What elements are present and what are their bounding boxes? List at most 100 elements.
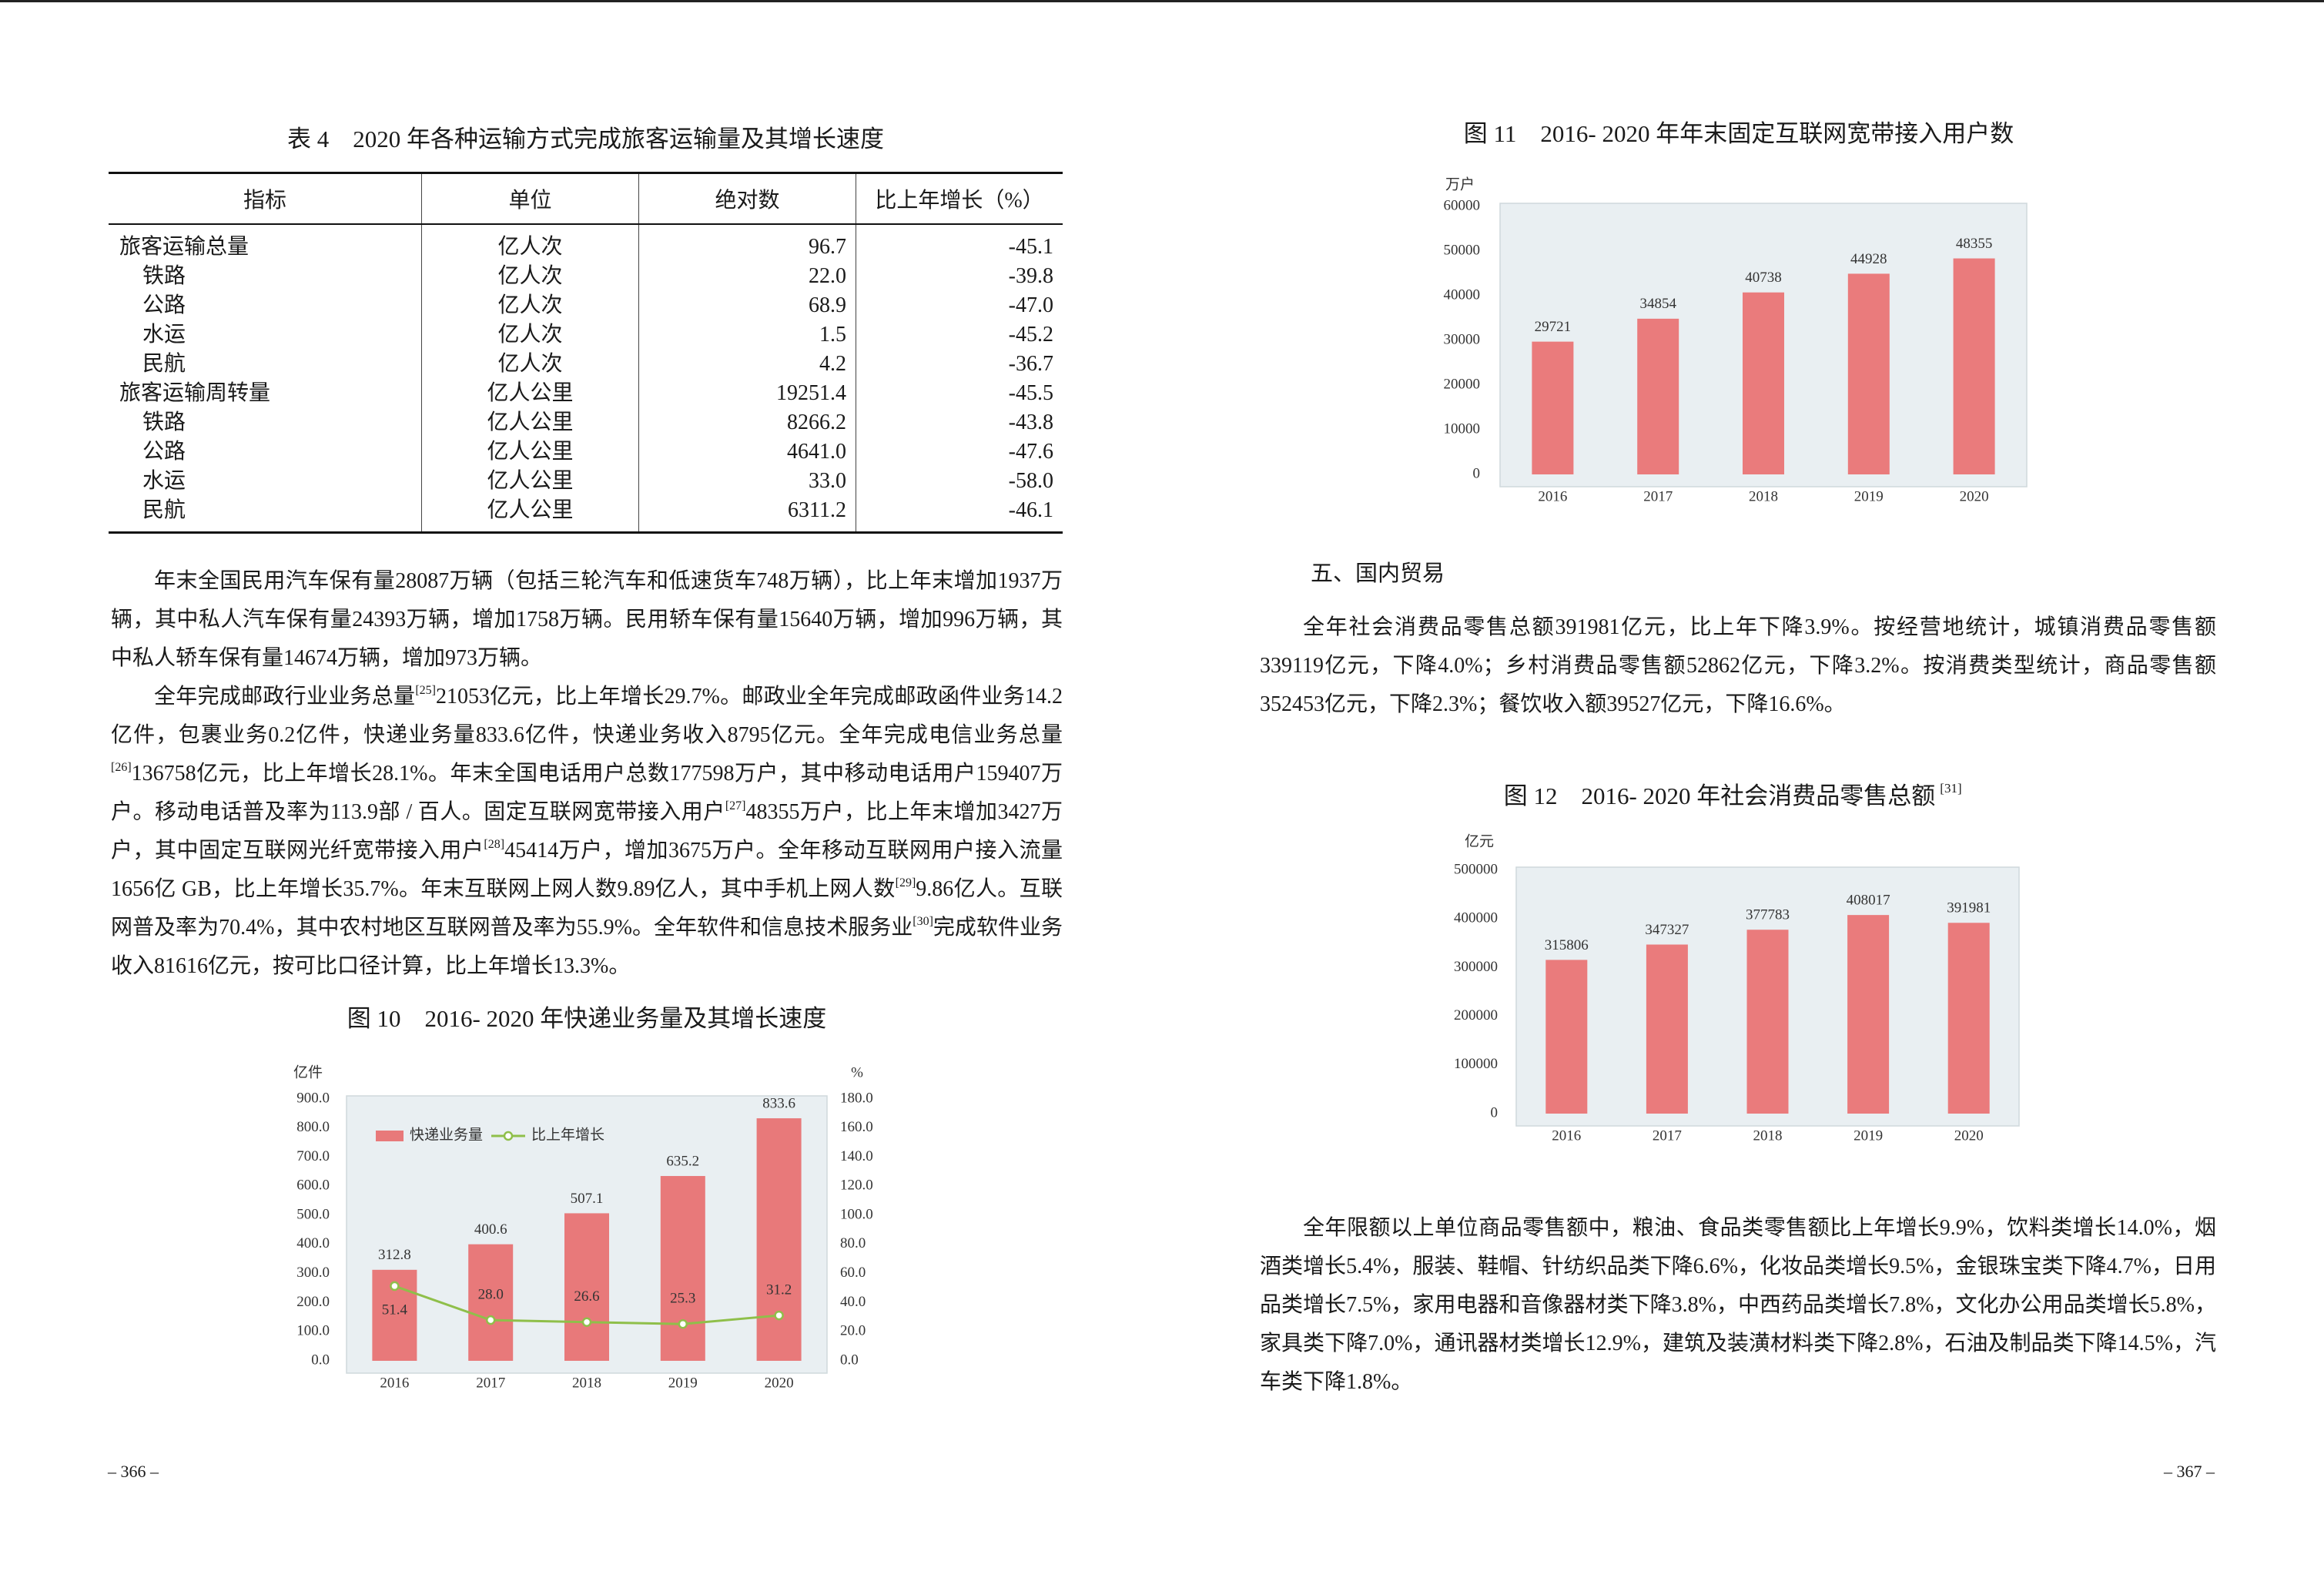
table-cell: 68.9 bbox=[638, 291, 856, 320]
y-tick-label: 20000 bbox=[1444, 376, 1481, 392]
value-label: 312.8 bbox=[378, 1247, 411, 1263]
y-tick-label: 100.0 bbox=[296, 1323, 330, 1339]
table-row: 铁路 亿人公里 8266.2 -43.8 bbox=[109, 408, 1063, 437]
table-row: 公路 亿人公里 4641.0 -47.6 bbox=[109, 437, 1063, 467]
header-cell: 绝对数 bbox=[638, 172, 856, 225]
table-cell: -46.1 bbox=[856, 496, 1063, 534]
y-tick-label: 700.0 bbox=[296, 1148, 330, 1164]
y-axis-label: 亿元 bbox=[1465, 833, 1494, 849]
paragraph-text: 全年限额以上单位商品零售额中，粮油、食品类零售额比上年增长9.9%，饮料类增长1… bbox=[1260, 1216, 2216, 1394]
y2-tick-label: 0.0 bbox=[840, 1352, 859, 1368]
bar bbox=[1545, 960, 1588, 1114]
header-cell: 比上年增长（%） bbox=[856, 172, 1063, 225]
paragraph-text: 45414万户，增加3675万户。全年移动互联网用户接入流量1656亿 GB，比… bbox=[111, 839, 1063, 901]
table-row: 旅客运输周转量 亿人公里 19251.4 -45.5 bbox=[109, 379, 1063, 408]
y-tick-label: 200.0 bbox=[296, 1294, 330, 1310]
bar bbox=[1953, 258, 1995, 474]
x-tick-label: 2019 bbox=[668, 1375, 698, 1391]
page-number: – 367 – bbox=[2164, 1462, 2215, 1481]
line-marker bbox=[485, 1315, 496, 1325]
value-label: 635.2 bbox=[666, 1153, 699, 1169]
y-tick-label: 50000 bbox=[1444, 242, 1481, 258]
table-cell: 亿人次 bbox=[421, 320, 639, 350]
table-cell: -47.6 bbox=[856, 437, 1063, 467]
y-tick-label: 300000 bbox=[1454, 959, 1498, 975]
bar bbox=[564, 1213, 609, 1361]
table-cell: 33.0 bbox=[638, 467, 856, 496]
table-cell: 铁路 bbox=[142, 264, 186, 288]
y-tick-label: 800.0 bbox=[296, 1119, 330, 1135]
paragraph: 全年社会消费品零售总额391981亿元，比上年下降3.9%。按经营地统计，城镇消… bbox=[1260, 608, 2216, 724]
footnote-ref: [27] bbox=[725, 799, 746, 812]
value-label: 26.6 bbox=[574, 1288, 599, 1305]
table-cell: 水运 bbox=[142, 323, 186, 347]
footnote-ref: [30] bbox=[913, 915, 933, 928]
paragraph-text: 48355万户，比上年末增加3427万户，其中固定互联网光纤宽带接入用户 bbox=[111, 800, 1063, 863]
table-cell: -43.8 bbox=[856, 408, 1063, 437]
table-cell: -47.0 bbox=[856, 291, 1063, 320]
y-tick-label: 0 bbox=[1473, 465, 1481, 481]
y-tick-label: 400.0 bbox=[296, 1235, 330, 1251]
table-cell: -45.1 bbox=[856, 224, 1063, 262]
value-label: 44928 bbox=[1850, 251, 1887, 267]
x-tick-label: 2016 bbox=[380, 1375, 409, 1391]
x-tick-label: 2017 bbox=[476, 1375, 505, 1391]
paragraph-text: 全年社会消费品零售总额391981亿元，比上年下降3.9%。按经营地统计，城镇消… bbox=[1260, 615, 2216, 716]
y-tick-label: 900.0 bbox=[296, 1090, 330, 1106]
table-cell: 旅客运输总量 bbox=[119, 235, 249, 259]
value-label: 408017 bbox=[1847, 892, 1890, 908]
table-cell: 亿人公里 bbox=[421, 467, 639, 496]
bar bbox=[756, 1118, 802, 1361]
table-cell: 亿人次 bbox=[421, 262, 639, 291]
line-marker bbox=[678, 1318, 688, 1329]
bar bbox=[1532, 341, 1574, 474]
x-tick-label: 2020 bbox=[1954, 1127, 1984, 1144]
paragraph-text: 9.86亿人。互联网普及率为70.4%，其中农村地区互联网普及率为55.9%。全… bbox=[111, 877, 1063, 940]
paragraph-text: 21053亿元，比上年增长29.7%。邮政业全年完成邮政函件业务14.2亿件，包… bbox=[111, 685, 1063, 747]
table-cell: 亿人公里 bbox=[421, 437, 639, 467]
table-cell: -45.5 bbox=[856, 379, 1063, 408]
y2-tick-label: 20.0 bbox=[840, 1323, 866, 1339]
table-cell: 公路 bbox=[142, 293, 186, 317]
table-row: 铁路 亿人次 22.0 -39.8 bbox=[109, 262, 1063, 291]
value-label: 833.6 bbox=[762, 1095, 795, 1111]
y-tick-label: 100000 bbox=[1454, 1056, 1498, 1072]
table-cell: -36.7 bbox=[856, 350, 1063, 379]
bar bbox=[1646, 944, 1688, 1114]
y2-tick-label: 160.0 bbox=[840, 1119, 873, 1135]
table-cell: 公路 bbox=[142, 440, 186, 464]
y-axis-label: 亿件 bbox=[293, 1064, 323, 1080]
x-tick-label: 2016 bbox=[1538, 488, 1567, 504]
x-tick-label: 2018 bbox=[572, 1375, 601, 1391]
y2-tick-label: 40.0 bbox=[840, 1294, 866, 1310]
table-cell: 水运 bbox=[142, 469, 186, 493]
y-tick-label: 30000 bbox=[1444, 331, 1481, 347]
header-cell: 指标 bbox=[109, 172, 422, 225]
table-cell: 22.0 bbox=[638, 262, 856, 291]
y-tick-label: 500.0 bbox=[296, 1206, 330, 1222]
footnote-ref: [26] bbox=[111, 761, 132, 774]
table-cell: 亿人公里 bbox=[421, 496, 639, 534]
paragraph-text: 年末全国民用汽车保有量28087万辆（包括三轮汽车和低速货车748万辆），比上年… bbox=[111, 569, 1063, 670]
page-number: – 366 – bbox=[108, 1462, 159, 1481]
table-cell: 亿人次 bbox=[421, 224, 639, 262]
chart-title: 图 10 2016- 2020 年快递业务量及其增长速度 bbox=[347, 1005, 827, 1032]
x-tick-label: 2020 bbox=[765, 1375, 794, 1391]
data-table: 指标 单位 绝对数 比上年增长（%） 旅客运输总量 亿人次 96.7 -45.1 铁路亿… bbox=[109, 172, 1063, 534]
y2-tick-label: 80.0 bbox=[840, 1235, 866, 1251]
value-label: 48355 bbox=[1956, 236, 1993, 252]
y2-tick-label: 60.0 bbox=[840, 1265, 866, 1281]
value-label: 51.4 bbox=[382, 1302, 408, 1318]
paragraph: 全年限额以上单位商品零售额中，粮油、食品类零售额比上年增长9.9%，饮料类增长1… bbox=[1260, 1209, 2216, 1402]
line-marker bbox=[390, 1281, 400, 1292]
paragraph: 年末全国民用汽车保有量28087万辆（包括三轮汽车和低速货车748万辆），比上年… bbox=[111, 562, 1063, 678]
bar bbox=[1947, 923, 1990, 1114]
bar bbox=[1847, 273, 1890, 474]
table-cell: 96.7 bbox=[638, 224, 856, 262]
bar bbox=[660, 1176, 705, 1361]
bar bbox=[468, 1244, 514, 1361]
y2-axis-label: % bbox=[851, 1064, 863, 1080]
table-row: 民航 亿人次 4.2 -36.7 bbox=[109, 350, 1063, 379]
